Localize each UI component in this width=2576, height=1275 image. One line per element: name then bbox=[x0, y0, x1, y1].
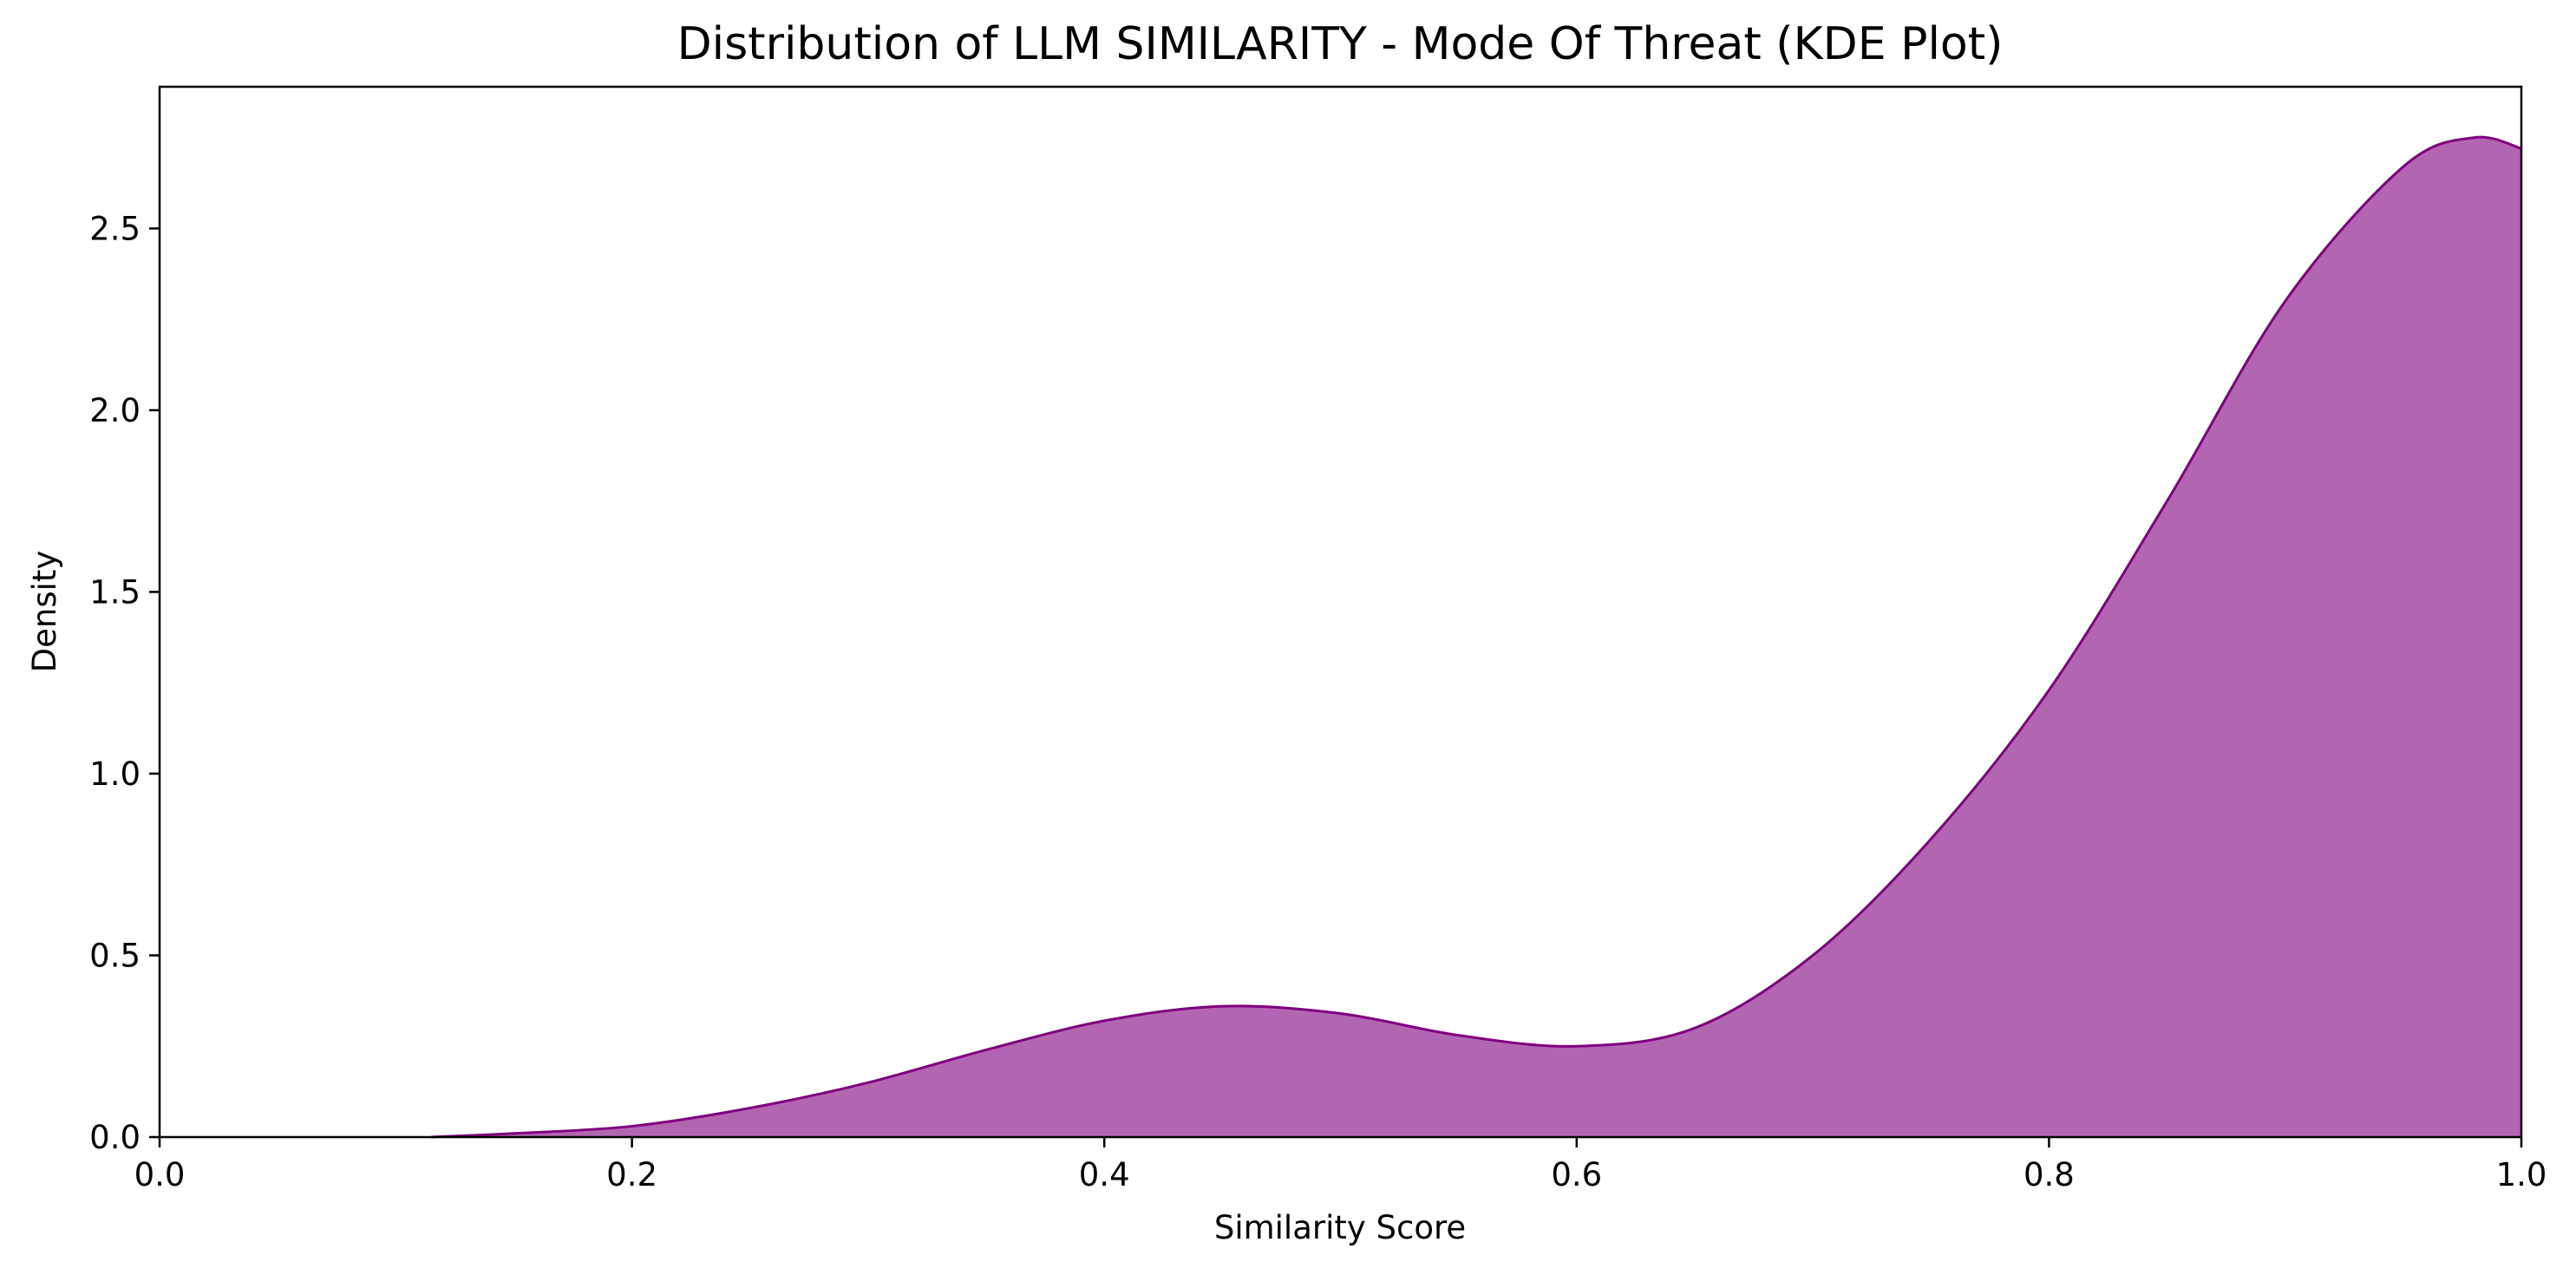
kde-curve-line bbox=[431, 135, 2522, 1139]
y-tick-label: 1.0 bbox=[89, 755, 141, 793]
y-tick-label: 2.5 bbox=[89, 210, 141, 247]
plot-area bbox=[431, 135, 2522, 1139]
x-axis-label: Similarity Score bbox=[1214, 1209, 1466, 1246]
x-tick-label: 0.0 bbox=[134, 1156, 186, 1193]
x-tick-label: 1.0 bbox=[2496, 1156, 2547, 1193]
x-tick-label: 0.4 bbox=[1079, 1156, 1130, 1193]
kde-area-fill bbox=[431, 137, 2522, 1138]
y-tick-label: 0.5 bbox=[89, 937, 141, 974]
y-tick-label: 2.0 bbox=[89, 392, 141, 429]
y-axis-ticks: 0.0 0.5 1.0 1.5 2.0 2.5 bbox=[89, 210, 160, 1156]
axes-frame bbox=[158, 85, 2523, 1139]
y-axis-label: Density bbox=[26, 551, 63, 673]
x-axis-ticks: 0.0 0.2 0.4 0.6 0.8 1.0 bbox=[134, 1137, 2547, 1193]
x-tick-label: 0.8 bbox=[2024, 1156, 2075, 1193]
y-tick-label: 1.5 bbox=[89, 573, 141, 611]
x-tick-label: 0.2 bbox=[606, 1156, 657, 1193]
y-tick-label: 0.0 bbox=[89, 1119, 141, 1156]
x-tick-label: 0.6 bbox=[1551, 1156, 1602, 1193]
chart-title: Distribution of LLM SIMILARITY - Mode Of… bbox=[677, 18, 2004, 70]
